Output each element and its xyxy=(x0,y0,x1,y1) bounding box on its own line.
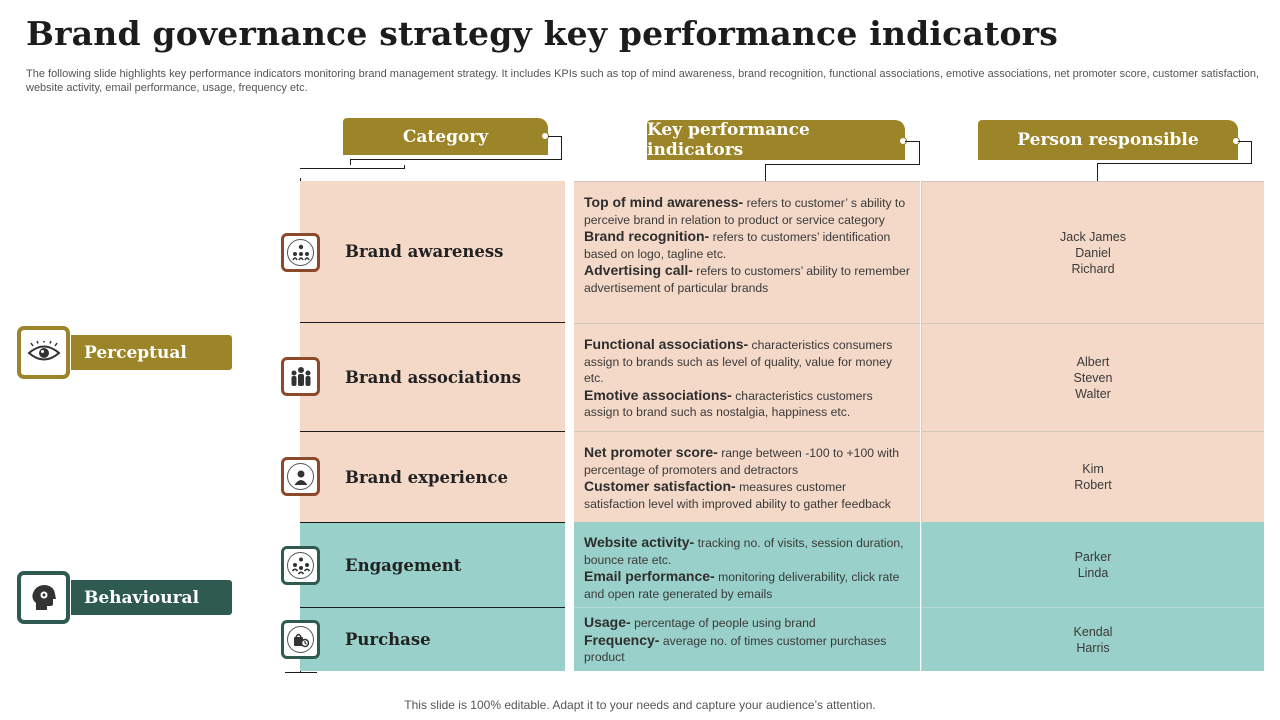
category-label: Engagement xyxy=(345,555,462,575)
group-label-behavioural: Behavioural xyxy=(71,580,232,615)
person-cell: Jack James Daniel Richard xyxy=(921,181,1264,323)
group-label-perceptual-text: Perceptual xyxy=(84,342,187,363)
header-person: Person responsible xyxy=(978,120,1238,160)
person-name: Parker xyxy=(1074,549,1112,564)
row-divider xyxy=(300,607,565,608)
person-name: Kendal xyxy=(1073,624,1113,639)
person-name: Jack James xyxy=(1060,229,1126,244)
person-name: Harris xyxy=(1076,640,1110,655)
kpi-cell: Website activity- tracking no. of visits… xyxy=(574,522,920,607)
kpi-item: Email performance- monitoring deliverabi… xyxy=(584,568,900,601)
group-icon xyxy=(291,366,310,386)
person-name: Albert xyxy=(1076,354,1110,369)
header-kpi: Key performance indicators xyxy=(647,120,905,160)
connector-line xyxy=(404,165,405,169)
user-badge-icon xyxy=(294,470,307,485)
kpi-item: Customer satisfaction- measures customer… xyxy=(584,478,891,511)
connector-line xyxy=(905,141,920,142)
person-cell: Kendal Harris xyxy=(921,607,1264,671)
category-cell: Brand experience xyxy=(300,432,565,522)
page-title: Brand governance strategy key performanc… xyxy=(26,14,1059,53)
kpi-item: Emotive associations- characteristics cu… xyxy=(584,386,873,420)
connector-line xyxy=(300,168,404,169)
category-cell: Engagement xyxy=(300,523,565,607)
category-label: Brand experience xyxy=(345,467,508,487)
person-cell: Kim Robert xyxy=(921,431,1264,522)
connector-line xyxy=(1251,141,1252,164)
category-cell: Purchase xyxy=(300,608,565,671)
connector-line xyxy=(350,159,562,160)
connector-line xyxy=(765,164,766,182)
header-category-label: Category xyxy=(402,126,489,147)
row-divider xyxy=(300,431,565,432)
purchase-icon xyxy=(293,633,309,647)
person-cell: Parker Linda xyxy=(921,522,1264,607)
people-network-icon xyxy=(291,244,310,260)
kpi-item: Top of mind awareness- refers to custome… xyxy=(584,194,906,227)
kpi-cell: Usage- percentage of people using brand … xyxy=(574,607,920,671)
connector-line xyxy=(919,141,920,165)
connector-line xyxy=(1238,141,1252,142)
head-gear-icon xyxy=(31,584,56,610)
kpi-cell: Top of mind awareness- refers to custome… xyxy=(574,181,920,323)
connector-line xyxy=(548,136,562,137)
kpi-item: Usage- percentage of people using brand xyxy=(584,614,816,630)
kpi-item: Brand recognition- refers to customers’ … xyxy=(584,228,891,261)
person-name: Linda xyxy=(1077,565,1109,580)
perceptual-icon-box xyxy=(17,326,70,379)
kpi-item: Net promoter score- range between -100 t… xyxy=(584,444,900,477)
team-connect-icon xyxy=(291,557,310,574)
row-icon-box xyxy=(281,457,320,496)
person-name: Kim xyxy=(1082,462,1104,476)
connector-line xyxy=(765,164,920,165)
person-name: Robert xyxy=(1074,478,1112,492)
row-divider xyxy=(300,322,565,323)
kpi-cell: Functional associations- characteristics… xyxy=(574,323,920,431)
connector-line xyxy=(285,672,317,673)
kpi-item: Advertising call- refers to customers’ a… xyxy=(584,262,910,295)
eye-icon xyxy=(26,340,61,360)
row-icon-box xyxy=(281,546,320,585)
person-cell: Albert Steven Walter xyxy=(921,323,1264,431)
category-label: Purchase xyxy=(345,630,431,649)
header-category: Category xyxy=(343,118,548,155)
person-name: Steven xyxy=(1073,370,1113,385)
kpi-item: Functional associations- characteristics… xyxy=(584,336,893,385)
page-subtitle: The following slide highlights key perfo… xyxy=(26,68,1260,94)
kpi-item: Frequency- average no. of times customer… xyxy=(584,631,887,665)
connector-line xyxy=(1097,163,1252,164)
row-icon-box xyxy=(281,620,320,659)
footer-note: This slide is 100% editable. Adapt it to… xyxy=(404,698,876,712)
group-label-perceptual: Perceptual xyxy=(71,335,232,370)
connector-line xyxy=(561,136,562,160)
person-name: Daniel xyxy=(1075,245,1111,260)
kpi-item: Website activity- tracking no. of visits… xyxy=(584,534,904,567)
person-name: Walter xyxy=(1075,386,1111,401)
connector-line xyxy=(1097,163,1098,182)
header-kpi-label: Key performance indicators xyxy=(647,120,810,160)
row-icon-box xyxy=(281,233,320,272)
header-person-label: Person responsible xyxy=(1017,130,1199,150)
person-name: Richard xyxy=(1071,261,1115,276)
kpi-cell: Net promoter score- range between -100 t… xyxy=(574,431,920,522)
row-icon-box xyxy=(281,357,320,396)
behavioural-icon-box xyxy=(17,571,70,624)
category-cell: Brand associations xyxy=(300,323,565,431)
row-divider xyxy=(300,522,565,523)
category-cell: Brand awareness xyxy=(300,181,565,322)
category-label: Brand awareness xyxy=(345,242,504,261)
connector-line xyxy=(350,159,351,165)
group-label-behavioural-text: Behavioural xyxy=(84,587,200,608)
category-label: Brand associations xyxy=(345,367,522,387)
